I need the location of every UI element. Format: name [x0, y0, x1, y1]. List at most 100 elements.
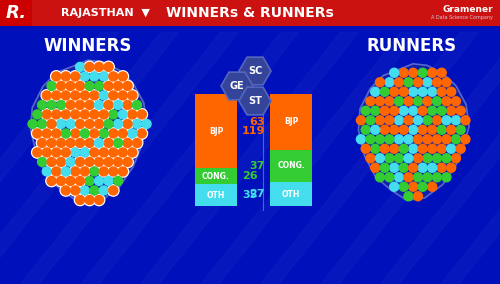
Text: 26: 26: [242, 171, 258, 181]
Text: GE: GE: [230, 81, 244, 91]
Circle shape: [60, 71, 72, 82]
Circle shape: [76, 195, 84, 204]
Circle shape: [84, 118, 95, 130]
Circle shape: [404, 192, 413, 201]
Circle shape: [56, 175, 67, 187]
Circle shape: [428, 125, 436, 134]
Circle shape: [65, 99, 76, 111]
Circle shape: [366, 97, 375, 106]
Circle shape: [109, 167, 118, 176]
Circle shape: [452, 116, 460, 125]
Circle shape: [118, 129, 128, 138]
Circle shape: [104, 120, 113, 128]
Circle shape: [62, 72, 70, 81]
Circle shape: [446, 106, 456, 115]
Circle shape: [117, 147, 128, 158]
Circle shape: [142, 120, 151, 128]
Circle shape: [60, 90, 72, 101]
Circle shape: [88, 147, 100, 158]
Circle shape: [85, 138, 94, 147]
Circle shape: [76, 120, 84, 128]
Circle shape: [108, 147, 119, 158]
Circle shape: [126, 109, 138, 120]
Circle shape: [385, 116, 394, 125]
Text: R.: R.: [6, 4, 26, 22]
Circle shape: [123, 138, 132, 147]
Circle shape: [108, 71, 119, 82]
Circle shape: [394, 154, 404, 163]
Circle shape: [138, 129, 146, 138]
Circle shape: [423, 173, 432, 182]
Circle shape: [114, 176, 122, 185]
Circle shape: [90, 186, 99, 195]
Circle shape: [432, 78, 442, 87]
Circle shape: [390, 182, 398, 191]
Circle shape: [70, 90, 81, 101]
Circle shape: [46, 137, 57, 149]
Circle shape: [408, 68, 418, 77]
Polygon shape: [239, 87, 271, 115]
Circle shape: [114, 138, 122, 147]
Circle shape: [70, 128, 81, 139]
Circle shape: [408, 106, 418, 115]
Circle shape: [100, 129, 108, 138]
Circle shape: [118, 91, 128, 100]
Circle shape: [52, 91, 61, 100]
Text: 37: 37: [250, 161, 265, 171]
Circle shape: [404, 116, 413, 125]
Circle shape: [100, 110, 108, 119]
Circle shape: [103, 99, 114, 111]
Circle shape: [66, 101, 75, 109]
Circle shape: [90, 91, 99, 100]
Circle shape: [128, 129, 137, 138]
Polygon shape: [30, 60, 147, 204]
Circle shape: [80, 91, 90, 100]
Circle shape: [112, 80, 124, 92]
Circle shape: [84, 156, 95, 168]
Circle shape: [370, 163, 380, 172]
Circle shape: [103, 137, 114, 149]
Circle shape: [62, 110, 70, 119]
Circle shape: [408, 87, 418, 96]
Circle shape: [399, 125, 408, 134]
Circle shape: [50, 128, 62, 139]
Circle shape: [117, 166, 128, 177]
Circle shape: [423, 78, 432, 87]
Polygon shape: [239, 57, 271, 85]
Circle shape: [46, 156, 57, 168]
Circle shape: [70, 166, 81, 177]
Circle shape: [47, 176, 56, 185]
Circle shape: [104, 101, 113, 109]
Circle shape: [128, 91, 137, 100]
Circle shape: [80, 167, 90, 176]
Circle shape: [452, 154, 460, 163]
Text: BJP: BJP: [284, 117, 298, 126]
Circle shape: [408, 144, 418, 153]
Circle shape: [376, 135, 384, 144]
Circle shape: [52, 110, 61, 119]
Circle shape: [94, 118, 105, 130]
Circle shape: [370, 106, 380, 115]
Circle shape: [128, 110, 137, 119]
Circle shape: [385, 97, 394, 106]
Circle shape: [100, 72, 108, 81]
Circle shape: [84, 61, 95, 73]
Circle shape: [126, 147, 138, 158]
Circle shape: [385, 173, 394, 182]
Circle shape: [62, 129, 70, 138]
Circle shape: [390, 106, 398, 115]
Text: SC: SC: [248, 66, 262, 76]
Circle shape: [404, 97, 413, 106]
FancyBboxPatch shape: [270, 182, 312, 206]
Circle shape: [437, 125, 446, 134]
Circle shape: [414, 154, 422, 163]
Circle shape: [414, 97, 422, 106]
Text: CONG.: CONG.: [277, 161, 305, 170]
Circle shape: [84, 194, 95, 206]
Circle shape: [41, 90, 52, 101]
Circle shape: [60, 147, 72, 158]
Circle shape: [50, 71, 62, 82]
Circle shape: [390, 125, 398, 134]
Circle shape: [414, 173, 422, 182]
Circle shape: [432, 135, 442, 144]
